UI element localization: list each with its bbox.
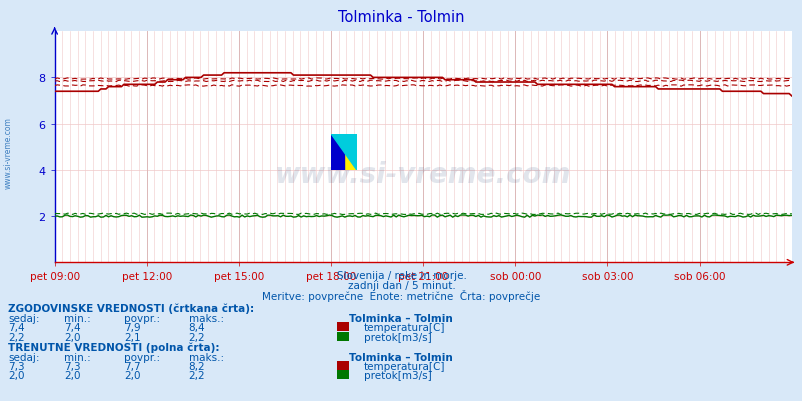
Text: 2,0: 2,0 bbox=[64, 371, 81, 381]
Text: sedaj:: sedaj: bbox=[8, 352, 39, 362]
Text: temperatura[C]: temperatura[C] bbox=[363, 361, 444, 371]
Polygon shape bbox=[330, 134, 356, 170]
Text: 2,0: 2,0 bbox=[8, 371, 25, 381]
Text: 7,9: 7,9 bbox=[124, 322, 141, 332]
Text: povpr.:: povpr.: bbox=[124, 352, 160, 362]
Text: 8,2: 8,2 bbox=[188, 361, 205, 371]
Text: 8,4: 8,4 bbox=[188, 322, 205, 332]
Text: Slovenija / reke in morje.: Slovenija / reke in morje. bbox=[336, 271, 466, 281]
Text: TRENUTNE VREDNOSTI (polna črta):: TRENUTNE VREDNOSTI (polna črta): bbox=[8, 342, 219, 352]
Text: Tolminka - Tolmin: Tolminka - Tolmin bbox=[338, 10, 464, 25]
Text: 2,0: 2,0 bbox=[64, 332, 81, 342]
Text: povpr.:: povpr.: bbox=[124, 314, 160, 324]
Text: pretok[m3/s]: pretok[m3/s] bbox=[363, 371, 431, 381]
Text: Tolminka – Tolmin: Tolminka – Tolmin bbox=[349, 352, 452, 362]
Text: Tolminka – Tolmin: Tolminka – Tolmin bbox=[349, 314, 452, 324]
Text: 2,0: 2,0 bbox=[124, 371, 141, 381]
Bar bbox=[330, 134, 343, 170]
Text: Meritve: povprečne  Enote: metrične  Črta: povprečje: Meritve: povprečne Enote: metrične Črta:… bbox=[262, 289, 540, 301]
Text: 2,2: 2,2 bbox=[188, 371, 205, 381]
Text: pretok[m3/s]: pretok[m3/s] bbox=[363, 332, 431, 342]
Text: zadnji dan / 5 minut.: zadnji dan / 5 minut. bbox=[347, 280, 455, 290]
Text: www.si-vreme.com: www.si-vreme.com bbox=[3, 117, 13, 188]
Text: 7,3: 7,3 bbox=[64, 361, 81, 371]
Text: temperatura[C]: temperatura[C] bbox=[363, 322, 444, 332]
Text: 7,7: 7,7 bbox=[124, 361, 141, 371]
Text: 2,2: 2,2 bbox=[8, 332, 25, 342]
Text: ZGODOVINSKE VREDNOSTI (črtkana črta):: ZGODOVINSKE VREDNOSTI (črtkana črta): bbox=[8, 303, 254, 313]
Text: sedaj:: sedaj: bbox=[8, 314, 39, 324]
Text: 7,4: 7,4 bbox=[8, 322, 25, 332]
Text: 2,2: 2,2 bbox=[188, 332, 205, 342]
Text: maks.:: maks.: bbox=[188, 314, 224, 324]
Text: 7,3: 7,3 bbox=[8, 361, 25, 371]
Text: min.:: min.: bbox=[64, 314, 91, 324]
Text: 2,1: 2,1 bbox=[124, 332, 141, 342]
Text: 7,4: 7,4 bbox=[64, 322, 81, 332]
Text: maks.:: maks.: bbox=[188, 352, 224, 362]
Text: min.:: min.: bbox=[64, 352, 91, 362]
Bar bbox=[343, 134, 356, 170]
Text: www.si-vreme.com: www.si-vreme.com bbox=[274, 161, 571, 189]
